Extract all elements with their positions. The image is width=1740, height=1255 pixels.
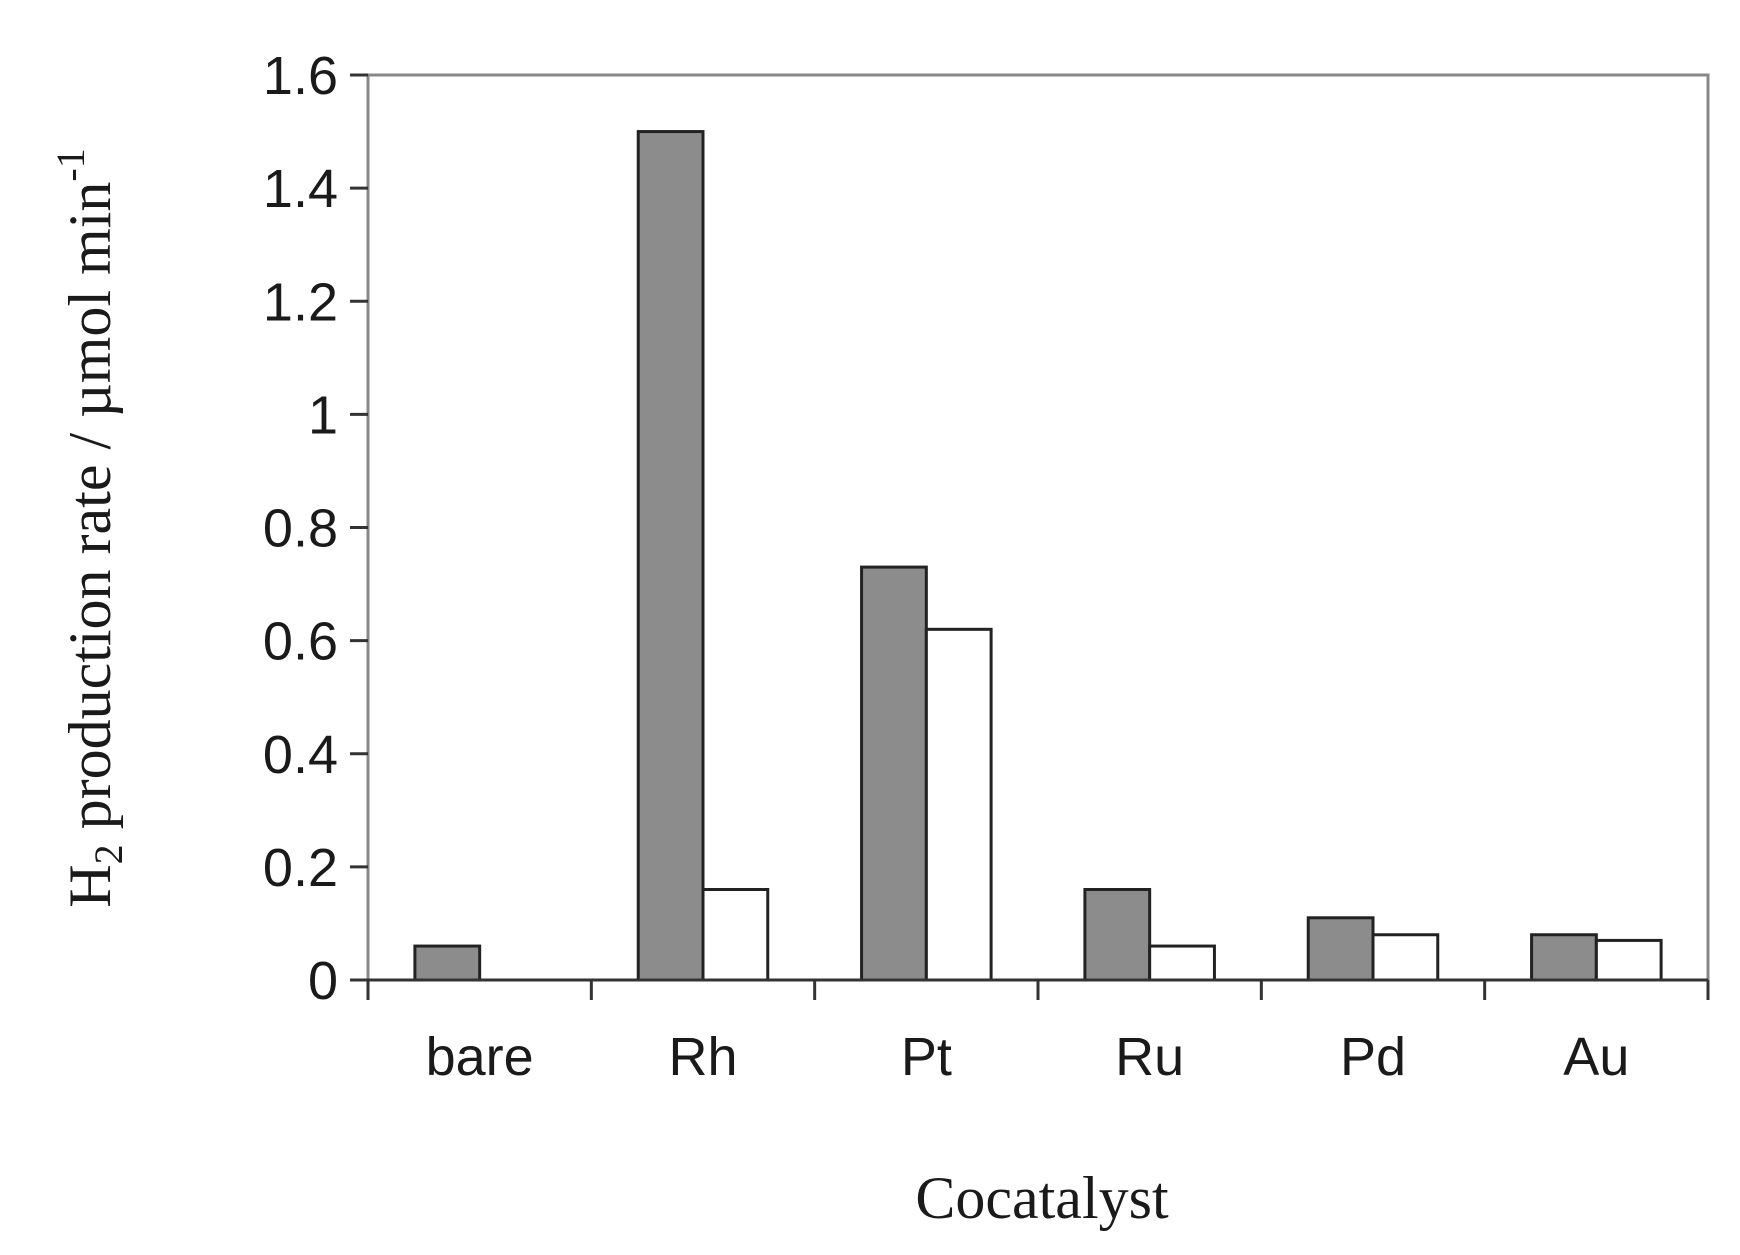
bar-series2-ru: [1148, 944, 1216, 982]
bar-series2-au: [1594, 938, 1663, 982]
y-tick-label: 0.2: [263, 838, 338, 898]
y-tick-label: 1.6: [263, 46, 338, 106]
bar-series1-bare: [413, 944, 482, 982]
y-axis-title: H2 production rate / µmol min-1: [48, 148, 131, 907]
y-tick-label: 0.8: [263, 499, 338, 559]
y-axis-title-subscript: 2: [86, 844, 131, 864]
bar-series2-rh: [701, 888, 770, 982]
y-axis-title-h: H: [57, 864, 123, 907]
y-tick-label: 1: [308, 385, 338, 445]
plot-frame: [366, 73, 1710, 982]
bar-series2-pt: [924, 627, 993, 982]
x-tick-label: Pt: [901, 1027, 952, 1087]
y-tick-label: 0.6: [263, 612, 338, 672]
x-tick-label: bare: [426, 1027, 534, 1087]
y-axis-ticks: 0 0.2 0.4 0.6 0.8 1 1.2 1.4 1.6: [263, 46, 368, 1011]
bar-series1-pd: [1306, 916, 1375, 982]
x-tick-label: Au: [1563, 1027, 1629, 1087]
y-axis-title-superscript: -1: [48, 148, 93, 181]
y-tick-label: 1.2: [263, 272, 338, 332]
bar-series1-pt: [860, 565, 928, 982]
x-tick-label: Ru: [1115, 1027, 1184, 1087]
y-tick-label: 0.4: [263, 725, 338, 785]
y-axis-title-main: production rate / µmol min: [57, 182, 123, 845]
x-axis-title: Cocatalyst: [915, 1165, 1169, 1231]
x-axis-ticks: bare Rh Pt Ru Pd Au: [366, 980, 1710, 1087]
y-tick-label: 0: [308, 951, 338, 1011]
x-tick-label: Pd: [1340, 1027, 1406, 1087]
bar-series1-au: [1530, 933, 1598, 982]
bar-series1-rh: [636, 130, 705, 982]
bar-series1-ru: [1083, 888, 1152, 982]
bar-series2-pd: [1371, 933, 1440, 982]
x-tick-label: Rh: [668, 1027, 737, 1087]
y-tick-label: 1.4: [263, 159, 338, 219]
